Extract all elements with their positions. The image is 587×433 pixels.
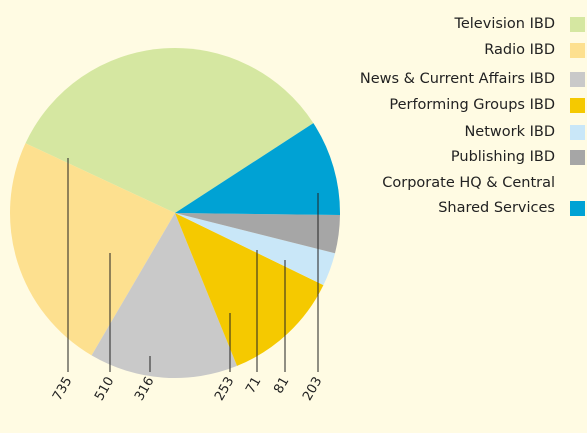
pie-slice [91, 213, 238, 378]
legend-label: Publishing IBD [450, 149, 555, 165]
legend-label: News & Current Affairs IBD [359, 71, 555, 87]
data-label: 253 [212, 375, 237, 404]
legend-label: Corporate HQ & Central Shared Services [382, 175, 555, 216]
legend-label: Television IBD [454, 16, 555, 32]
data-label: 510 [92, 375, 117, 404]
legend-swatch [570, 98, 585, 113]
legend-swatch [570, 201, 585, 216]
data-label: 735 [50, 375, 75, 404]
legend-swatch [570, 17, 585, 32]
pie-slice [175, 213, 336, 286]
pie-slice [175, 213, 340, 254]
data-label: 81 [271, 375, 292, 397]
data-label: 316 [132, 375, 157, 404]
legend-label: Network IBD [464, 124, 555, 140]
pie-slice [25, 47, 314, 214]
data-label: 71 [243, 375, 264, 397]
legend-label: Radio IBD [484, 42, 555, 58]
data-label: 203 [300, 375, 325, 404]
legend-swatch [570, 43, 585, 58]
pie-slice [9, 143, 175, 356]
legend-swatch [570, 72, 585, 87]
legend-label: Performing Groups IBD [389, 97, 555, 113]
legend-swatch [570, 150, 585, 165]
pie-slice [175, 213, 324, 366]
pie-slice [175, 123, 341, 215]
legend-swatch [570, 125, 585, 140]
